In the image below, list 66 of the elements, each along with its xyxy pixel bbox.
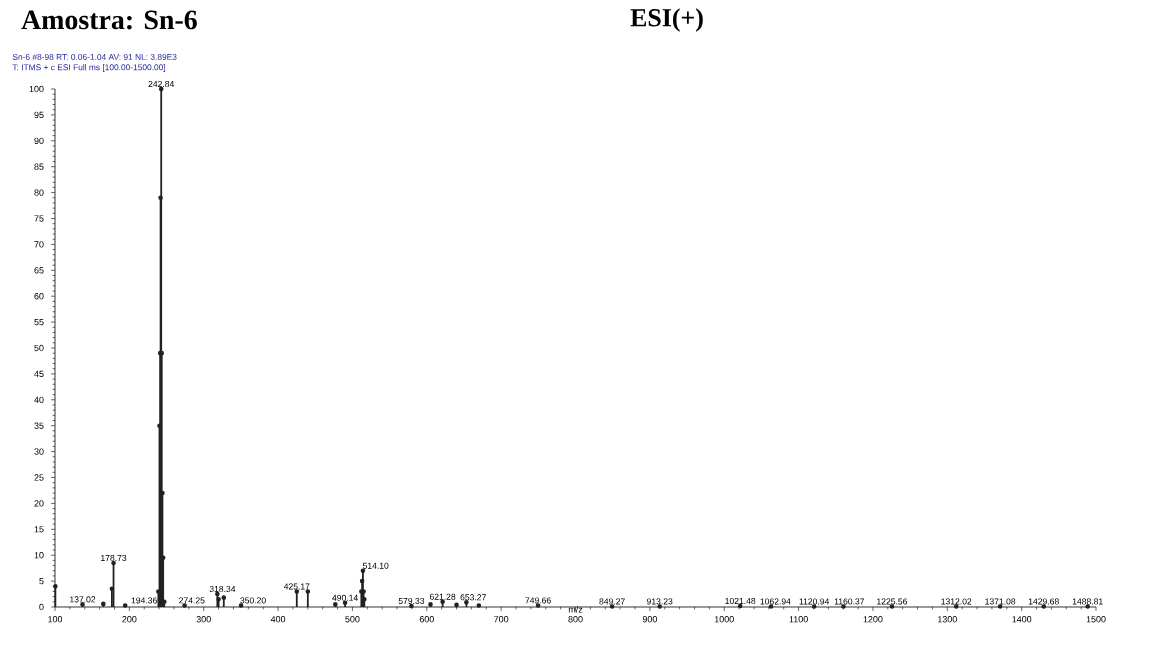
y-tick-label: 70 [34, 241, 44, 248]
y-tick-label: 5 [39, 577, 44, 585]
x-tick-label: 200 [122, 616, 137, 623]
y-tick-label: 0 [39, 603, 44, 611]
y-tick-label: 35 [34, 422, 44, 429]
x-tick-label: 900 [642, 616, 657, 623]
x-tick-label: 1000 [714, 616, 734, 623]
annotation: 1225.56 [877, 598, 908, 605]
annotation: 749.66 [525, 597, 551, 604]
annotation: 579.33 [398, 597, 425, 604]
x-tick-label: 1100 [789, 616, 808, 623]
y-tick-label: 20 [34, 500, 44, 507]
annotation: 514.10 [362, 562, 389, 569]
y-tick-label: 55 [34, 318, 44, 326]
text: T: ITMS + c ESI Full ms [100.00-1500.00] [12, 64, 166, 72]
y-tick-label: 95 [34, 111, 44, 119]
y-tick-label: 100 [29, 85, 44, 93]
annotation: 849.27 [599, 598, 625, 605]
x-tick-label: 300 [196, 616, 211, 623]
x-tick-label: 400 [270, 616, 286, 623]
y-tick-label: 90 [34, 137, 44, 144]
y-tick-label: 65 [34, 267, 44, 274]
text: Sn-6 #8-98 RT: 0.06-1.04 AV: 91 NL: 3.89E3 [12, 54, 177, 60]
y-tick-label: 60 [34, 293, 44, 300]
annotation: 1488.81 [1072, 598, 1103, 605]
x-tick-label: 800 [568, 616, 583, 623]
y-tick-label: 80 [34, 189, 44, 196]
annotation: 194.36 [131, 597, 157, 604]
annotation: 653.27 [460, 594, 486, 601]
annotation: 350.20 [240, 597, 266, 604]
y-tick-label: 15 [34, 526, 44, 533]
annotation: 1429.68 [1028, 598, 1059, 605]
annotation: 621.28 [429, 593, 456, 600]
y-tick-label: 30 [34, 448, 44, 455]
x-tick-label: 1400 [1012, 616, 1032, 623]
annotation: 178.73 [101, 554, 127, 561]
y-tick-label: 50 [34, 344, 44, 352]
annotation: 1062.94 [760, 598, 791, 605]
x-axis-title: m/z [568, 606, 583, 613]
x-tick-label: 600 [419, 616, 434, 623]
annotation: 242.84 [148, 80, 175, 88]
annotation: 274.25 [179, 597, 205, 604]
x-tick-label: 700 [494, 616, 509, 623]
annotation: 1021.48 [725, 597, 756, 604]
x-tick-label: 1300 [938, 616, 957, 623]
y-tick-label: 45 [34, 370, 44, 378]
x-tick-label: 1500 [1086, 616, 1106, 623]
annotation: 1312.02 [941, 598, 972, 605]
y-tick-label: 85 [34, 163, 44, 170]
annotation: 425.17 [283, 583, 310, 590]
annotation: 1160.37 [834, 598, 865, 605]
y-tick-label: 10 [34, 552, 44, 559]
x-tick-label: 1200 [863, 616, 883, 623]
y-tick-label: 25 [34, 474, 44, 481]
y-tick-label: 40 [34, 396, 44, 403]
annotation: 137.02 [70, 596, 96, 603]
x-tick-label: 500 [345, 616, 360, 623]
x-tick-label: 100 [48, 616, 63, 623]
y-tick-label: 75 [34, 215, 44, 222]
chart-subtitle: ESI(+) [630, 8, 703, 32]
annotation: 318.34 [209, 586, 236, 593]
annotation: 1120.94 [799, 598, 830, 605]
chart-title: Amostra: Sn-6 [21, 10, 197, 30]
annotation: 913.23 [647, 598, 673, 605]
annotation: 1371.08 [985, 598, 1016, 605]
annotation: 490.14 [332, 594, 358, 601]
